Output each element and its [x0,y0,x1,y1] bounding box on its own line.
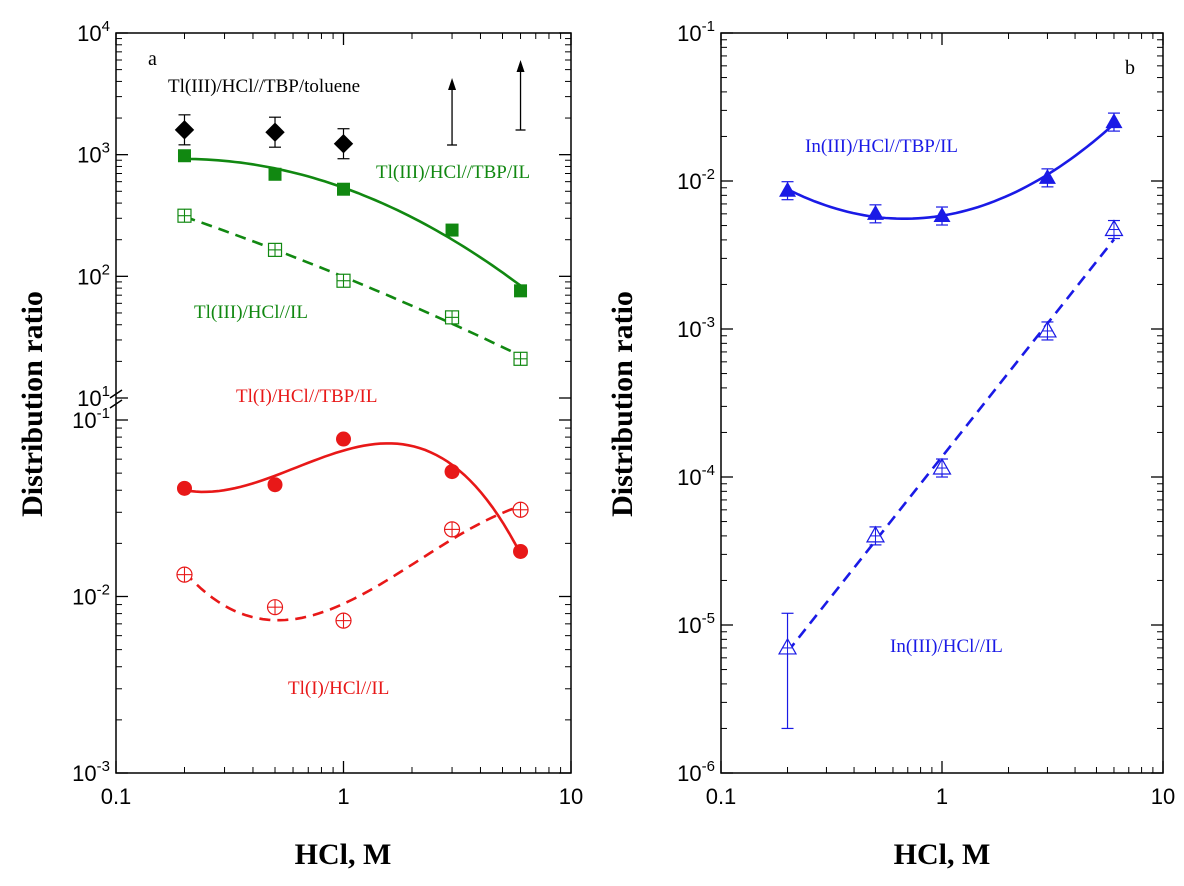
lower-bound-arrow [515,60,526,131]
panel-b-fit-curves [786,123,1115,653]
y-tick-label-1e-4: 10-4 [677,462,715,490]
panel-a-x-axis-label: HCl, M [295,838,392,871]
point-tl-i-hcl-tbp-il-0 [176,480,192,496]
y-tick-label-1e-3: 10-3 [677,314,715,342]
point-tl-iii-hcl-il-3 [444,310,460,325]
point-in-iii-hcl-tbp-il-0 [779,181,797,197]
legend-label-tl3-il: Tl(III)/HCl//IL [194,302,308,323]
y-tick-label-1e-6: 10-6 [677,758,715,786]
legend-label-tl1-il: Tl(I)/HCl//IL [288,678,389,699]
point-tl-iii-hcl-tbp-il-4 [514,284,528,298]
point-in-iii-hcl-il-1 [865,525,886,543]
point-in-iii-hcl-tbp-il-2 [933,207,951,223]
point-tl-i-hcl-tbp-il-3 [444,464,460,480]
legend-label-in3-tbp-il: In(III)/HCl//TBP/IL [805,136,958,157]
fit-curve-in-iii-hcl-il [786,238,1115,653]
arrow-head [448,78,457,90]
y-tick-label-1e-2: 10-2 [72,582,110,610]
point-tl-i-hcl-il-4 [512,501,529,518]
fit-curve-in-iii-hcl-tbp-il [786,123,1115,220]
point-tl-i-hcl-tbp-il-2 [336,431,351,447]
error-bar [781,612,794,730]
fit-curve-tl-iii-hcl-tbp-il [184,157,522,287]
panel-a-letter: a [148,48,157,70]
legend-label-in3-il: In(III)/HCl//IL [890,636,1003,657]
y-tick-label-1e-1: 10-1 [677,18,715,46]
point-tl-i-hcl-il-0 [176,566,193,583]
x-tick-label-0-1: 0.1 [101,784,132,809]
panel-a-y-axis-label: Distribution ratio [16,291,49,517]
y-tick-label-1e3: 103 [77,140,110,168]
fit-curve-tl-i-hcl-tbp-il [184,442,522,555]
lower-bound-arrow [447,78,458,146]
panel-b-x-ticks: 0.1 1 10 [706,33,1175,809]
point-tl-iii-hcl-tbp-toluene-0 [174,120,195,140]
point-tl-iii-hcl-tbp-il-0 [177,149,191,163]
panel-b-letter: b [1125,57,1135,79]
x-tick-label-1: 1 [936,784,948,809]
y-tick-label-1e-3: 10-3 [72,758,110,786]
panel-a-fit-curves [183,157,522,622]
point-in-iii-hcl-il-3 [1037,320,1057,338]
y-tick-label-1e-1: 10-1 [72,405,110,433]
x-tick-label-10: 10 [1151,784,1175,809]
panel-a-data-points [174,60,529,629]
legend-label-tl3-tbp-il: Tl(III)/HCl//TBP/IL [376,162,530,183]
point-in-iii-hcl-tbp-il-3 [1038,168,1056,184]
point-tl-iii-hcl-il-4 [513,351,528,366]
y-tick-label-1e2: 102 [77,261,110,289]
point-tl-iii-hcl-tbp-toluene-1 [265,122,285,142]
point-tl-iii-hcl-tbp-il-1 [268,167,282,181]
point-tl-iii-hcl-tbp-il-2 [337,182,350,196]
y-tick-label-1e1: 101 [77,383,110,411]
legend-label-tl1-tbp-il: Tl(I)/HCl//TBP/IL [236,386,377,407]
panel-b-data-points [777,112,1124,730]
point-tl-iii-hcl-il-1 [267,242,283,257]
panel-b: 0.1 1 10 10-1 10-2 10-3 10-4 10-5 10-6 b In(III… [606,18,1175,871]
panel-b-y-axis-label: Distribution ratio [606,291,639,517]
point-tl-i-hcl-il-1 [266,599,284,616]
fit-curve-tl-i-hcl-il [183,505,521,622]
y-tick-label-1e4: 104 [77,18,110,46]
point-tl-iii-hcl-il-2 [336,273,351,288]
fit-curve-tl-iii-hcl-il [184,215,522,357]
point-tl-iii-hcl-tbp-toluene-2 [333,134,354,154]
point-tl-i-hcl-tbp-il-1 [267,477,283,493]
panel-b-x-axis-label: HCl, M [894,838,991,871]
panel-a-x-ticks: 0.1 1 10 [101,33,583,809]
panel-b-y-ticks: 10-1 10-2 10-3 10-4 10-5 10-6 [677,18,1163,786]
point-tl-iii-hcl-il-0 [177,208,192,223]
point-in-iii-hcl-il-2 [932,457,952,475]
point-tl-i-hcl-tbp-il-4 [513,543,529,559]
legend-label-tl3-tbp-toluene: Tl(III)/HCl//TBP/toluene [168,76,360,97]
y-tick-label-1e-2: 10-2 [677,166,715,194]
arrow-head [516,60,525,72]
axis-break-marks [109,389,123,409]
point-in-iii-hcl-tbp-il-4 [1105,113,1123,129]
x-tick-label-0-1: 0.1 [706,784,737,809]
x-tick-label-10: 10 [559,784,583,809]
point-tl-i-hcl-il-3 [443,521,461,538]
point-in-iii-hcl-il-4 [1104,219,1124,237]
point-in-iii-hcl-tbp-il-1 [866,204,884,220]
point-tl-i-hcl-il-2 [335,612,352,629]
point-tl-iii-hcl-tbp-il-3 [445,223,459,237]
x-tick-label-1: 1 [337,784,349,809]
y-tick-label-1e-5: 10-5 [677,610,715,638]
point-in-iii-hcl-il-0 [777,637,798,655]
